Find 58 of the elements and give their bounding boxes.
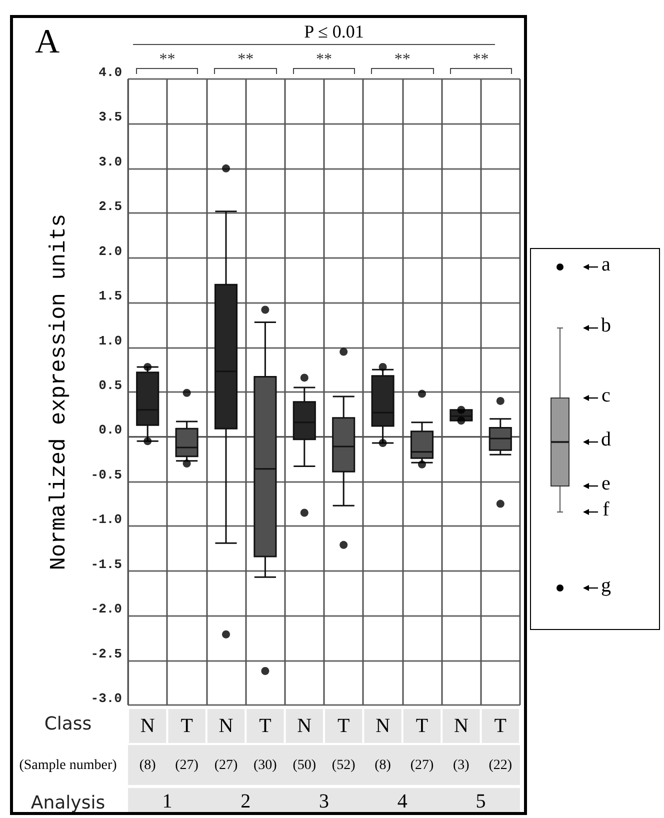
text: ** (159, 51, 176, 69)
text: 5 (476, 790, 486, 814)
x-tick-label: N (218, 715, 234, 737)
x-tick-label: N (454, 715, 468, 737)
x-tick-label: N (297, 715, 312, 737)
text: Class (44, 714, 92, 734)
text: f (602, 498, 610, 522)
y-tick-label: 1.0 (98, 333, 122, 348)
text: ** (472, 51, 489, 69)
y-tick-label: -3.0 (90, 691, 122, 706)
text: Analysis (30, 792, 106, 814)
text: 1 (162, 790, 172, 814)
y-tick-label: -1.0 (90, 512, 122, 528)
text: (27) (410, 758, 434, 774)
text: 2 (240, 790, 251, 814)
text: c (602, 384, 610, 408)
y-tick-label: 0.0 (98, 422, 122, 438)
text: (8) (139, 758, 156, 774)
chart-title: A (35, 24, 60, 60)
y-tick-label: 3.0 (98, 154, 122, 170)
y-tick-label: 4.0 (98, 65, 122, 80)
text: (22) (488, 758, 512, 774)
text: (30) (254, 758, 277, 774)
text: ** (316, 51, 332, 69)
y-axis-title: Normalized expression units (46, 214, 72, 570)
y-tick-label: 2.0 (98, 244, 122, 259)
x-tick-label: N (376, 715, 390, 737)
text: (Sample number) (19, 758, 117, 774)
y-tick-label: -2.0 (90, 602, 122, 617)
text: g (601, 574, 611, 598)
y-tick-label: -1.5 (90, 556, 122, 572)
text: 3 (319, 790, 329, 814)
text: (3) (453, 758, 470, 774)
text: (50) (292, 758, 316, 774)
text: e (602, 472, 610, 496)
x-tick-label: T (337, 715, 350, 737)
y-tick-label: 1.5 (98, 288, 122, 304)
x-tick-label: T (494, 715, 507, 737)
text: b (601, 314, 611, 338)
y-tick-label: -2.5 (90, 646, 122, 662)
y-tick-label: 0.5 (98, 378, 122, 393)
y-tick-label: -0.5 (90, 467, 122, 482)
text: (27) (175, 758, 198, 774)
text: (27) (214, 758, 238, 774)
y-tick-label: 2.5 (98, 199, 122, 214)
text: d (601, 428, 611, 452)
x-tick-label: T (180, 715, 193, 737)
x-tick-label: T (259, 715, 272, 737)
text: a (602, 254, 610, 276)
text: ** (238, 51, 254, 69)
x-tick-label: T (416, 715, 428, 737)
text: P ≤ 0.01 (304, 22, 364, 42)
text: (8) (374, 758, 391, 774)
y-tick-label: 3.5 (98, 110, 122, 125)
text: (52) (332, 758, 356, 774)
text: ** (394, 51, 410, 69)
x-tick-label: N (140, 715, 155, 737)
text: 4 (397, 790, 408, 814)
